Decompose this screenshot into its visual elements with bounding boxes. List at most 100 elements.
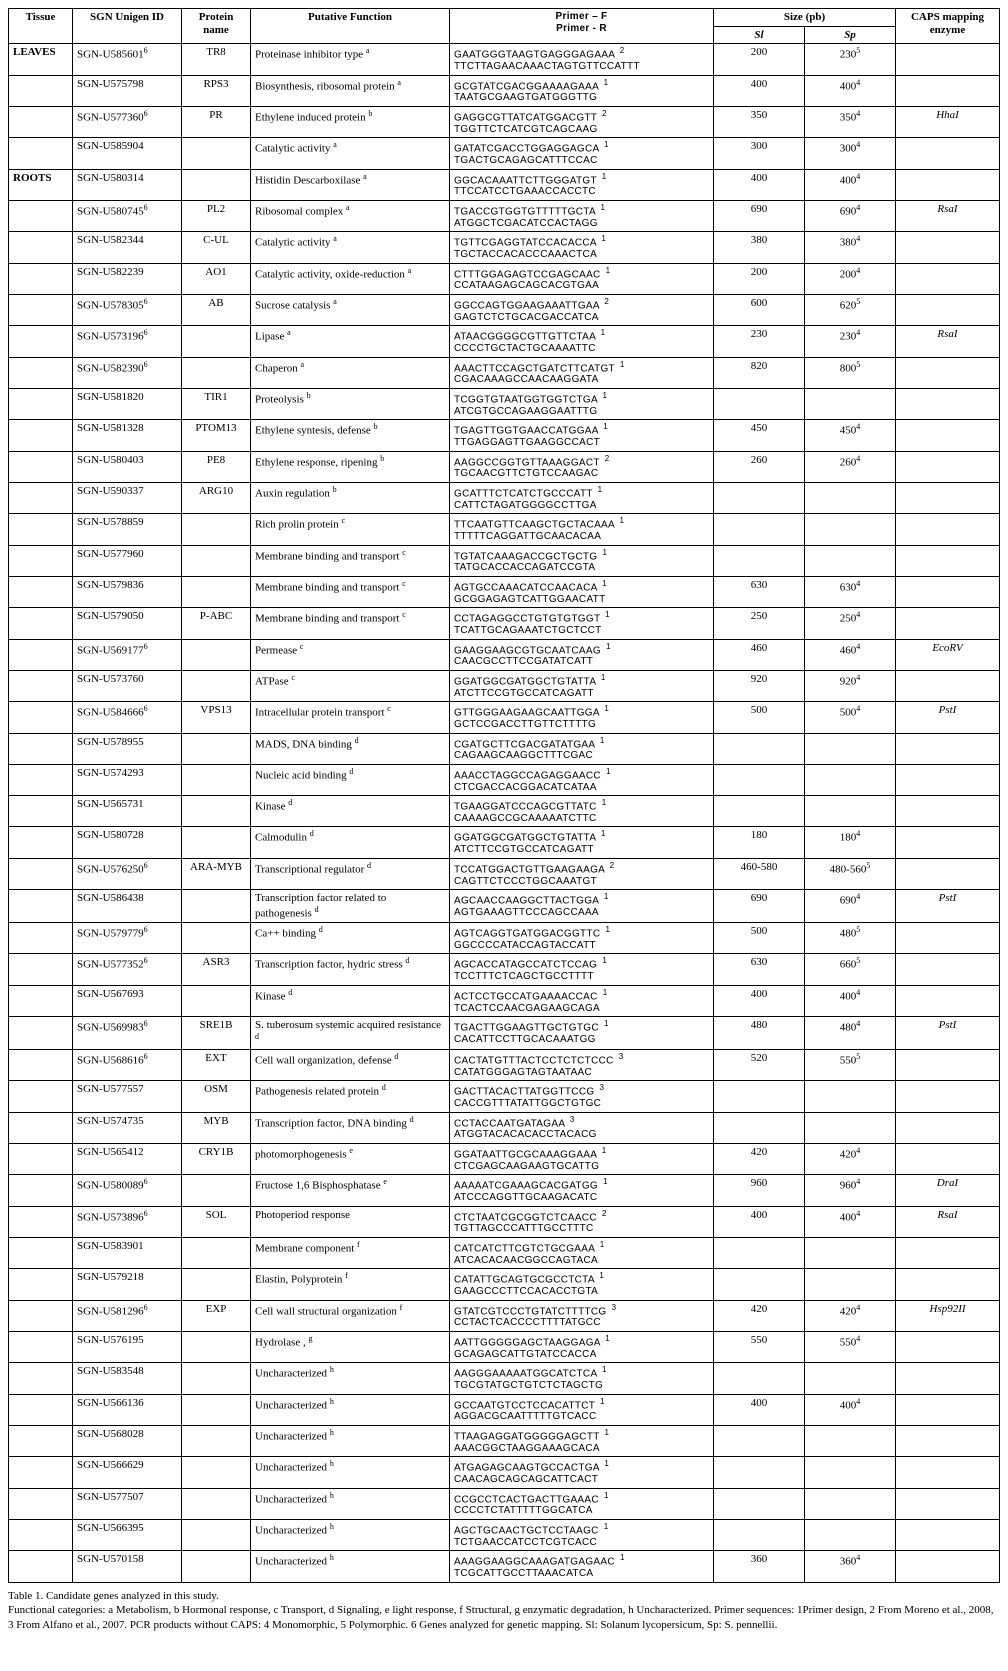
func-cell: Membrane component f bbox=[251, 1237, 450, 1268]
sp-cell: 5505 bbox=[805, 1050, 896, 1081]
protein-cell: VPS13 bbox=[182, 702, 251, 733]
tissue-cell bbox=[9, 796, 73, 827]
func-cell: Histidin Descarboxilase a bbox=[251, 169, 450, 200]
sgn-cell: SGN-U575798 bbox=[73, 75, 182, 106]
table-row: SGN-U5691776Permease cGAAGGAAGCGTGCAATCA… bbox=[9, 639, 1000, 670]
func-cell: Uncharacterized h bbox=[251, 1457, 450, 1488]
primer-cell: CTTTGGAGAGTCCGAGCAAC 1CCATAAGAGCAGCACGTG… bbox=[450, 263, 714, 294]
enz-cell bbox=[896, 1488, 1000, 1519]
func-cell: Ca++ binding d bbox=[251, 923, 450, 954]
sp-cell bbox=[805, 482, 896, 513]
func-cell: Lipase a bbox=[251, 326, 450, 357]
primer-cell: AATTGGGGGAGCTAAGGAGA 1GCAGAGCATTGTATCCAC… bbox=[450, 1331, 714, 1362]
sl-cell bbox=[714, 1519, 805, 1550]
protein-cell bbox=[182, 1457, 251, 1488]
enz-cell bbox=[896, 1143, 1000, 1174]
sl-cell: 500 bbox=[714, 702, 805, 733]
sgn-cell: SGN-U579050 bbox=[73, 608, 182, 639]
sp-cell bbox=[805, 1237, 896, 1268]
func-cell: Photoperiod response bbox=[251, 1206, 450, 1237]
sgn-cell: SGN-U5856016 bbox=[73, 44, 182, 75]
sgn-cell: SGN-U582239 bbox=[73, 263, 182, 294]
primer-cell: TGAAGGATCCCAGCGTTATC 1CAAAAGCCGCAAAAATCT… bbox=[450, 796, 714, 827]
sl-cell bbox=[714, 1457, 805, 1488]
sgn-cell: SGN-U5731966 bbox=[73, 326, 182, 357]
table-row: SGN-U566629Uncharacterized hATGAGAGCAAGT… bbox=[9, 1457, 1000, 1488]
enz-cell bbox=[896, 388, 1000, 419]
tissue-cell bbox=[9, 138, 73, 169]
th-size: Size (pb) bbox=[714, 9, 896, 27]
table-row: SGN-U566136Uncharacterized hGCCAATGTCCTC… bbox=[9, 1394, 1000, 1425]
sp-cell: 3604 bbox=[805, 1551, 896, 1582]
primer-cell: TTAAGAGGATGGGGGAGCTT 1AAACGGCTAAGGAAAGCA… bbox=[450, 1425, 714, 1456]
sgn-cell: SGN-U577557 bbox=[73, 1081, 182, 1112]
sgn-cell: SGN-U580728 bbox=[73, 827, 182, 858]
table-row: SGN-U5773606PREthylene induced protein b… bbox=[9, 106, 1000, 137]
sl-cell bbox=[714, 1237, 805, 1268]
tissue-cell bbox=[9, 200, 73, 231]
tissue-cell bbox=[9, 1081, 73, 1112]
tissue-cell bbox=[9, 858, 73, 889]
enz-cell bbox=[896, 263, 1000, 294]
sgn-cell: SGN-U5783056 bbox=[73, 294, 182, 325]
primer-cell: AAGGCCGGTGTTAAAGGACT 2TGCAACGTTCTGTCCAAG… bbox=[450, 451, 714, 482]
func-cell: Cell wall structural organization f bbox=[251, 1300, 450, 1331]
enz-cell: HhaI bbox=[896, 106, 1000, 137]
protein-cell bbox=[182, 796, 251, 827]
table-row: SGN-U583901Membrane component fCATCATCTT… bbox=[9, 1237, 1000, 1268]
protein-cell bbox=[182, 545, 251, 576]
protein-cell: PL2 bbox=[182, 200, 251, 231]
sl-cell bbox=[714, 1269, 805, 1300]
protein-cell bbox=[182, 923, 251, 954]
table-row: SGN-U5699836SRE1BS. tuberosum systemic a… bbox=[9, 1017, 1000, 1050]
primer-cell: GCCAATGTCCTCCACATTCT 1AGGACGCAATTTTTGTCA… bbox=[450, 1394, 714, 1425]
primer-cell: ACTCCTGCCATGAAAACCAC 1TCACTCCAACGAGAAGCA… bbox=[450, 985, 714, 1016]
sp-cell bbox=[805, 1425, 896, 1456]
sp-cell bbox=[805, 764, 896, 795]
sgn-cell: SGN-U578955 bbox=[73, 733, 182, 764]
th-tissue: Tissue bbox=[9, 9, 73, 44]
primer-cell: CCGCCTCACTGACTTGAAAC 1CCCCTCTATTTTTGGCAT… bbox=[450, 1488, 714, 1519]
sl-cell bbox=[714, 1425, 805, 1456]
table-row: ROOTSSGN-U580314Histidin Descarboxilase … bbox=[9, 169, 1000, 200]
tissue-cell bbox=[9, 388, 73, 419]
sgn-cell: SGN-U576195 bbox=[73, 1331, 182, 1362]
func-cell: Transcription factor, DNA binding d bbox=[251, 1112, 450, 1143]
sl-cell: 400 bbox=[714, 169, 805, 200]
enz-cell bbox=[896, 294, 1000, 325]
func-cell: Transcription factor, hydric stress d bbox=[251, 954, 450, 985]
sp-cell: 4004 bbox=[805, 985, 896, 1016]
protein-cell: EXT bbox=[182, 1050, 251, 1081]
tissue-cell bbox=[9, 1551, 73, 1582]
sp-cell: 4004 bbox=[805, 169, 896, 200]
tissue-cell bbox=[9, 545, 73, 576]
sl-cell: 500 bbox=[714, 923, 805, 954]
primer-cell: AGCAACCAAGGCTTACTGGA 1AGTGAAAGTTCCCAGCCA… bbox=[450, 890, 714, 923]
tissue-cell bbox=[9, 75, 73, 106]
sl-cell: 690 bbox=[714, 200, 805, 231]
sp-cell bbox=[805, 1081, 896, 1112]
sp-cell bbox=[805, 1363, 896, 1394]
sl-cell: 600 bbox=[714, 294, 805, 325]
sp-cell: 3504 bbox=[805, 106, 896, 137]
primer-cell: GACTTACACTTATGGTTCCG 3CACCGTTTATATTGGCTG… bbox=[450, 1081, 714, 1112]
primer-cell: GTTGGGAAGAAGCAATTGGA 1GCTCCGACCTTGTTCTTT… bbox=[450, 702, 714, 733]
protein-cell bbox=[182, 1488, 251, 1519]
primer-cell: CCTACCAATGATAGAA 3ATGGTACACACACCTACACG bbox=[450, 1112, 714, 1143]
protein-cell bbox=[182, 670, 251, 701]
tissue-cell bbox=[9, 890, 73, 923]
sp-cell bbox=[805, 1112, 896, 1143]
sgn-cell: SGN-U5773606 bbox=[73, 106, 182, 137]
sgn-cell: SGN-U5800896 bbox=[73, 1175, 182, 1206]
primer-cell: AGTGCCAAACATCCAACACA 1GCGGAGAGTCATTGGAAC… bbox=[450, 576, 714, 607]
tissue-cell bbox=[9, 827, 73, 858]
sp-cell: 3004 bbox=[805, 138, 896, 169]
func-cell: Proteolysis b bbox=[251, 388, 450, 419]
enz-cell bbox=[896, 1050, 1000, 1081]
sl-cell: 260 bbox=[714, 451, 805, 482]
func-cell: Permease c bbox=[251, 639, 450, 670]
table-row: SGN-U5846666VPS13Intracellular protein t… bbox=[9, 702, 1000, 733]
func-cell: Rich prolin protein c bbox=[251, 514, 450, 545]
table-row: SGN-U579836Membrane binding and transpor… bbox=[9, 576, 1000, 607]
enz-cell bbox=[896, 827, 1000, 858]
